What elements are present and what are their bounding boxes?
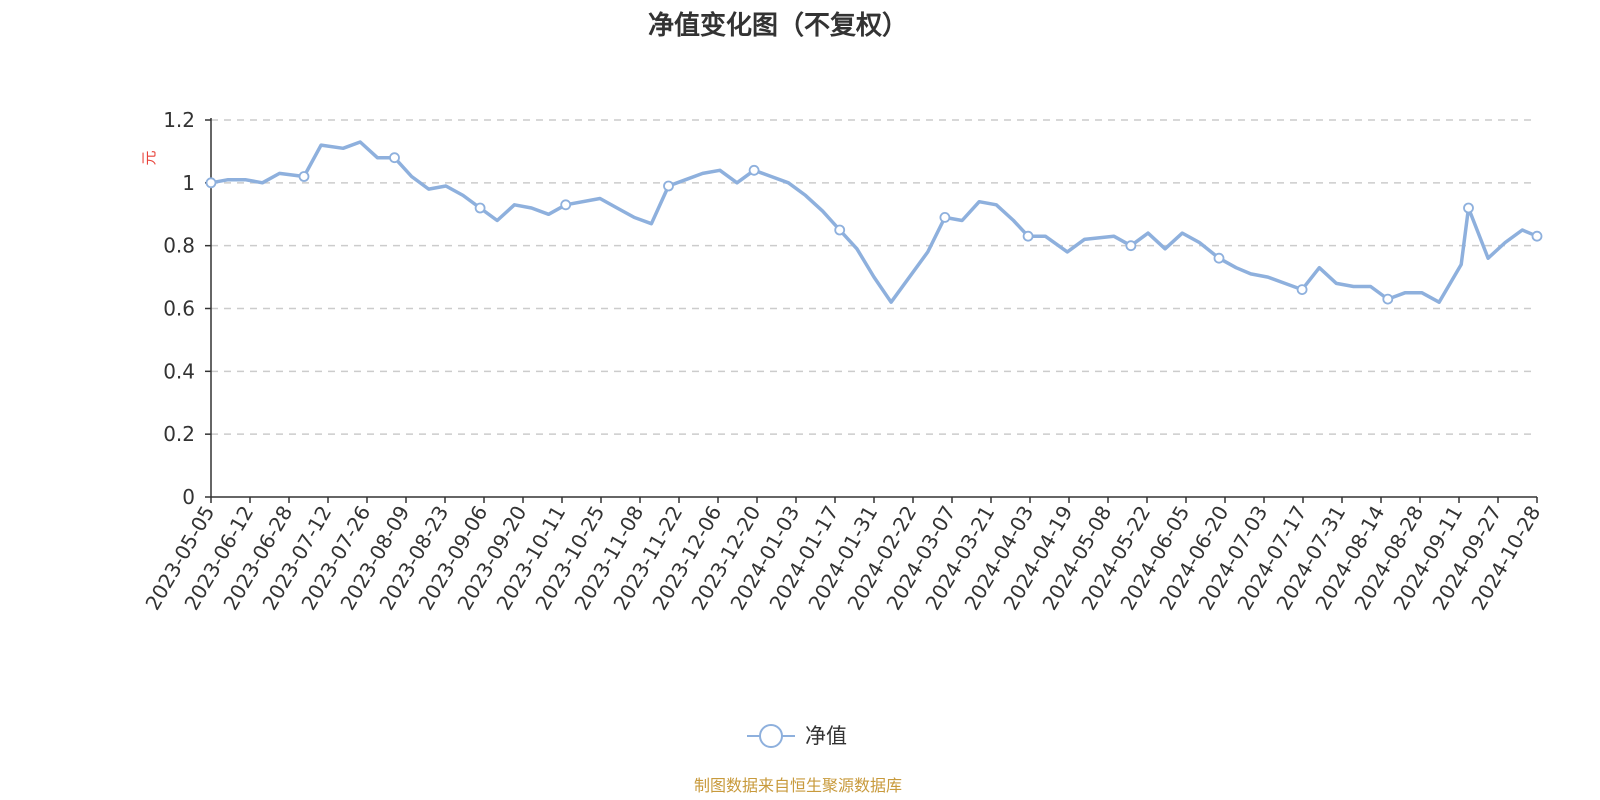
- data-point: [834, 224, 846, 236]
- y-tick-label: 0.4: [163, 359, 195, 383]
- data-point: [1382, 293, 1394, 305]
- gridlines: [211, 119, 1537, 435]
- source-note: 制图数据来自恒生聚源数据库: [694, 776, 902, 795]
- y-tick-label: 0.8: [163, 234, 195, 258]
- data-point: [1531, 230, 1543, 242]
- y-tick-label: 0.2: [163, 422, 195, 446]
- data-point: [663, 180, 674, 192]
- data-point: [474, 202, 486, 214]
- data-point: [205, 177, 217, 189]
- y-tick-label: 1.2: [163, 108, 195, 132]
- y-tick-label: 0.6: [163, 297, 195, 321]
- data-point: [1022, 230, 1034, 242]
- data-point: [298, 171, 310, 182]
- data-point: [939, 211, 951, 223]
- data-point: [748, 164, 760, 176]
- data-point: [389, 152, 400, 164]
- legend-marker-icon: [759, 724, 783, 748]
- legend[interactable]: 净值: [747, 724, 847, 748]
- y-tick-label: 0: [182, 485, 195, 509]
- chart-title: 净值变化图（不复权）: [648, 10, 908, 41]
- data-point: [1296, 284, 1308, 296]
- series-line: [209, 140, 1539, 304]
- y-tick-label: 1: [182, 171, 195, 195]
- data-point: [560, 199, 572, 211]
- data-point: [1213, 252, 1225, 264]
- data-point: [1463, 202, 1474, 214]
- x-ticks: 2023-05-052023-06-122023-06-282023-07-12…: [140, 497, 1545, 614]
- y-axis-label: 元: [140, 150, 158, 165]
- legend-label: 净值: [805, 724, 847, 748]
- y-ticks: 0 0.2 0.4 0.6 0.8 1 1.2: [163, 108, 211, 509]
- series-layer: [205, 140, 1543, 305]
- data-point: [1125, 240, 1137, 252]
